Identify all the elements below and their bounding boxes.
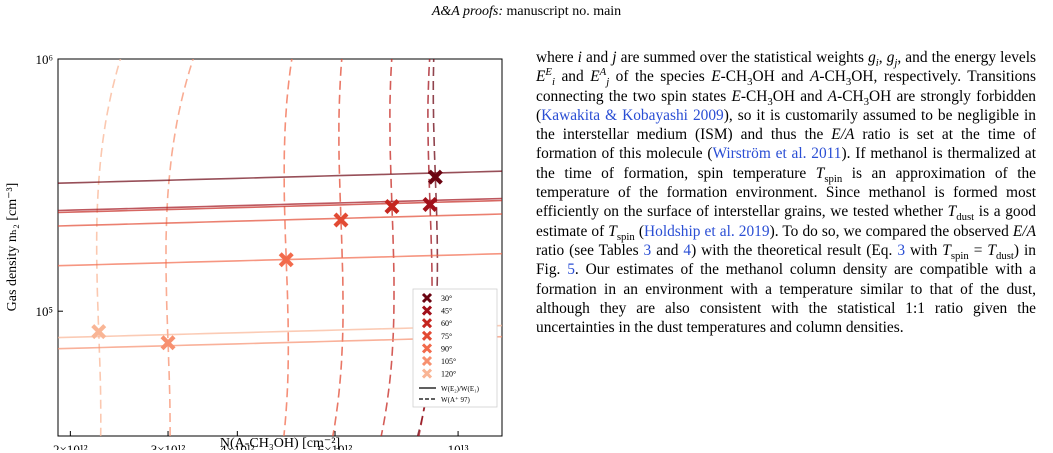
legend-label: 45° — [441, 307, 452, 316]
table-ref-link[interactable]: 4 — [683, 241, 692, 259]
x-tick-label: 4×10¹² — [220, 442, 255, 450]
table-ref-link[interactable]: 3 — [643, 241, 652, 259]
axis-ticks: 2×10¹² 3×10¹² 4×10¹² 6×10¹² 10¹³ 10⁵ 10⁶ — [35, 52, 468, 450]
equation-ref-link[interactable]: 3 — [897, 241, 906, 259]
legend-label: 105° — [441, 357, 456, 366]
legend-label: 60° — [441, 319, 452, 328]
data-marker — [427, 169, 443, 185]
data-marker — [384, 199, 400, 215]
data-marker — [333, 212, 349, 228]
solid-curve — [58, 252, 502, 267]
citation-link[interactable]: Wirström et al. 2011 — [712, 145, 842, 163]
x-tick-label: 3×10¹² — [151, 442, 186, 450]
journal-name: A&A proofs: — [431, 4, 503, 19]
x-tick-label: 10¹³ — [448, 442, 469, 450]
data-marker — [278, 252, 294, 268]
data-points — [91, 169, 443, 351]
data-marker — [422, 196, 438, 212]
legend-marker — [421, 355, 433, 367]
data-marker — [91, 324, 107, 340]
solid-curve — [58, 213, 502, 227]
dashed-curve — [283, 59, 293, 436]
chart-legend: 30° 45° 60° 75° 90° 105° 120° W(E₂)/W(E₁) W(A⁺ 9… — [412, 288, 498, 408]
legend-label: 90° — [441, 344, 452, 353]
y-tick-label: 10⁶ — [35, 52, 53, 67]
figure-ref-link[interactable]: 5 — [567, 261, 575, 279]
legend-marker — [421, 318, 433, 329]
legend-label: 30° — [441, 294, 452, 303]
legend-label: 120° — [441, 370, 456, 379]
citation-link[interactable]: Holdship et al. 2019 — [644, 222, 770, 240]
legend-marker — [421, 343, 433, 354]
legend-marker — [421, 305, 433, 316]
x-tick-label: 6×10¹² — [318, 442, 353, 450]
body-paragraph: where i and j are summed over the statis… — [536, 49, 1037, 337]
manuscript-label: manuscript no. main — [506, 4, 622, 19]
data-marker — [160, 335, 176, 351]
citation-link[interactable]: Kawakita & Kobayashi 2009 — [541, 106, 724, 124]
legend-marker — [421, 292, 433, 304]
solid-curve — [58, 170, 502, 184]
y-tick-label: 10⁵ — [35, 304, 53, 319]
legend-marker — [421, 368, 433, 379]
figure-chart: 2×10¹² 3×10¹² 4×10¹² 6×10¹² 10¹³ 10⁵ 10⁶ 30° 45… — [5, 52, 503, 450]
legend-line-label: W(E₂)/W(E₁) — [441, 385, 480, 393]
x-axis-label: N(A-CH₃OH) [cm⁻²] — [220, 436, 340, 450]
legend-marker — [421, 330, 433, 341]
legend-label: 75° — [441, 332, 452, 341]
dashed-curve — [165, 59, 194, 436]
y-axis-label: Gas density nₕ₂ [cm⁻³] — [5, 183, 20, 312]
x-tick-label: 2×10¹² — [53, 442, 88, 450]
dashed-curve — [95, 59, 122, 436]
legend-line-label: W(A⁺ 97) — [441, 396, 470, 404]
page-header: A&A proofs: manuscript no. main — [0, 4, 1053, 20]
